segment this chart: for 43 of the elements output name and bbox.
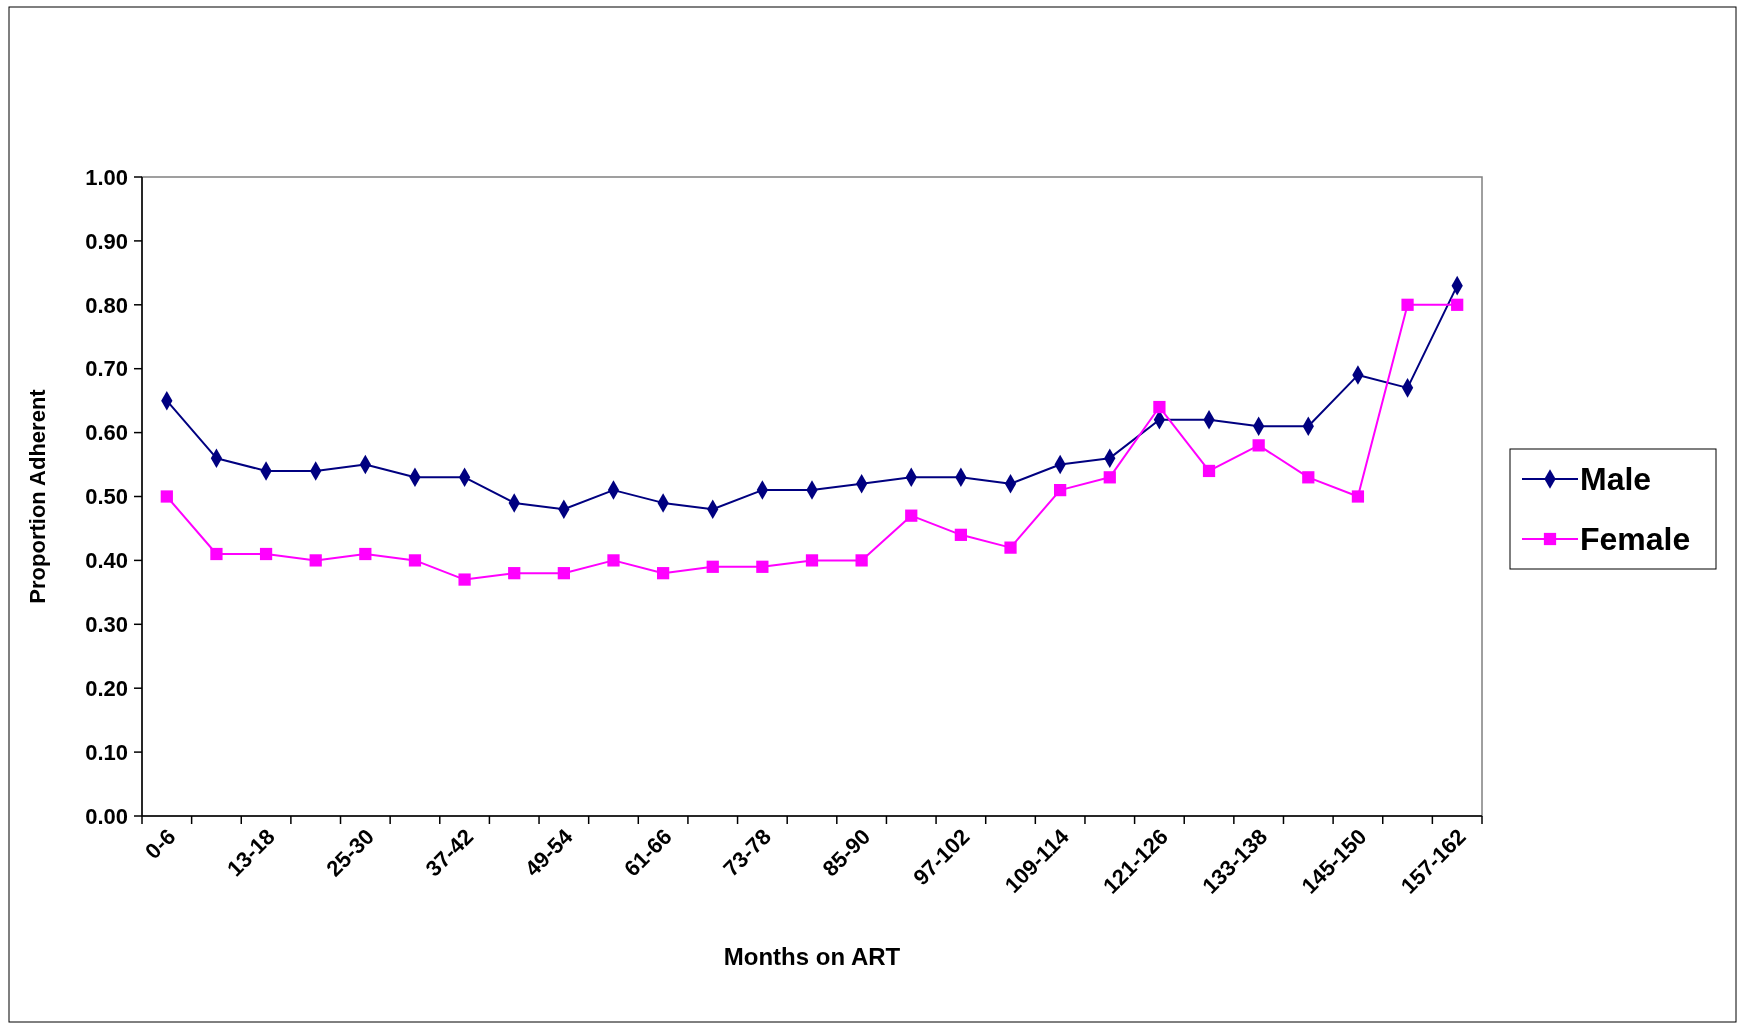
point [756, 560, 769, 573]
point [309, 554, 322, 567]
point [1351, 490, 1365, 503]
point [1103, 471, 1116, 484]
y-tick-label: 0.90 [85, 228, 128, 254]
point [1153, 400, 1166, 414]
x-tick-label: 0-6 [140, 823, 181, 865]
y-tick-label: 0.30 [85, 612, 128, 637]
point [1202, 464, 1216, 478]
point [805, 554, 819, 567]
point [359, 547, 372, 561]
point [408, 554, 422, 567]
y-tick-label: 0.20 [85, 675, 128, 701]
point [458, 573, 471, 586]
point [706, 560, 719, 573]
point [855, 554, 868, 567]
y-tick-label: 1.00 [85, 164, 128, 190]
legend-label: Male [1580, 461, 1652, 498]
point [905, 509, 918, 522]
y-tick-label: 0.40 [85, 548, 128, 574]
y-tick-label: 0.60 [85, 420, 128, 446]
y-axis-title: Proportion Adherent [25, 388, 50, 604]
y-tick-label: 0.10 [85, 739, 128, 765]
point [1302, 471, 1315, 484]
y-tick-label: 0.80 [85, 292, 128, 318]
point [508, 567, 521, 580]
point [1401, 298, 1414, 311]
y-tick-label: 0.50 [85, 484, 128, 510]
y-tick-label: 0.00 [85, 803, 128, 829]
point [210, 547, 223, 561]
x-axis-title: Months on ART [723, 943, 901, 970]
point [160, 490, 173, 503]
point [1252, 439, 1265, 452]
point [1004, 541, 1017, 554]
point [954, 528, 968, 541]
point [656, 567, 670, 580]
point [259, 547, 273, 561]
point [1054, 483, 1067, 497]
point [1451, 298, 1464, 311]
legend-label: Female [1580, 521, 1691, 558]
point [557, 567, 570, 580]
point [607, 554, 620, 567]
y-tick-label: 0.70 [85, 356, 128, 382]
